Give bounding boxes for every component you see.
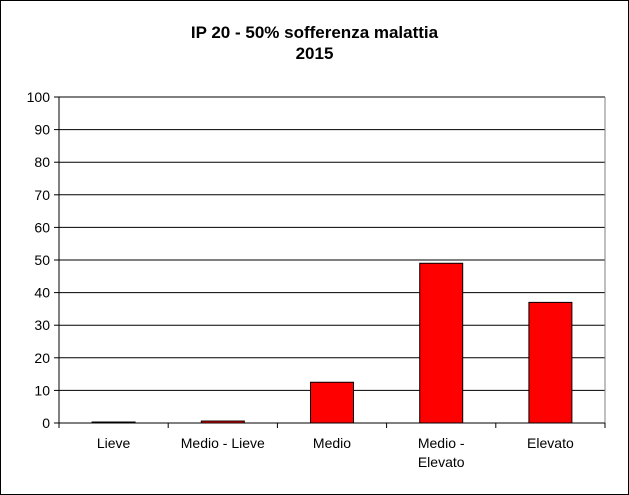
y-tick-label: 0 (42, 415, 50, 431)
y-tick-label: 80 (34, 154, 50, 170)
bar (528, 301, 573, 424)
x-tick-label: Elevato (418, 454, 465, 470)
y-tick-label: 50 (34, 252, 50, 268)
x-tick-label: Medio - Lieve (181, 435, 265, 451)
chart-title: IP 20 - 50% sofferenza malattia (190, 23, 439, 42)
y-tick-label: 40 (34, 285, 50, 301)
bar (419, 262, 464, 424)
y-tick-label: 10 (34, 382, 50, 398)
x-tick-label: Medio (313, 435, 351, 451)
x-tick-label: Elevato (527, 435, 574, 451)
x-tick-label: Medio - (418, 435, 465, 451)
y-tick-label: 90 (34, 122, 50, 138)
y-tick-label: 70 (34, 187, 50, 203)
chart-subtitle: 2015 (295, 44, 334, 63)
y-tick-label: 30 (34, 317, 50, 333)
y-tick-label: 60 (34, 219, 50, 235)
y-tick-label: 100 (27, 89, 51, 105)
x-tick-label: Lieve (97, 435, 131, 451)
bar (310, 381, 354, 424)
y-tick-label: 20 (34, 350, 50, 366)
